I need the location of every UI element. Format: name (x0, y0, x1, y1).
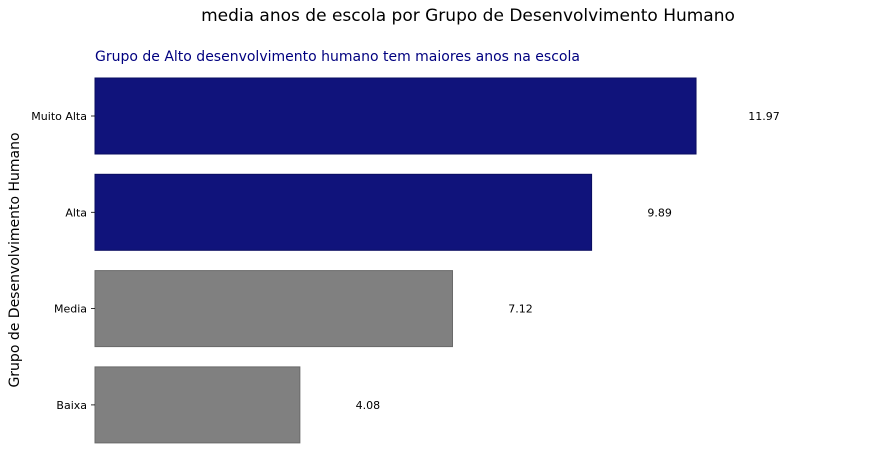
data-label: 11.97 (748, 110, 780, 123)
y-tick-label: Baixa (56, 399, 87, 412)
bars-group: Muito Alta 11.97 Alta 9.89 Media 7.12 Baixa 4.0… (31, 77, 780, 444)
bar-alta (94, 173, 593, 251)
y-tick-label: Alta (65, 206, 87, 219)
data-label: 4.08 (356, 399, 381, 412)
y-tick-label: Media (54, 303, 87, 316)
y-tick-label: Muito Alta (31, 110, 87, 123)
chart-title: media anos de escola por Grupo de Desenv… (201, 6, 735, 26)
chart-subtitle: Grupo de Alto desenvolvimento humano tem… (95, 49, 580, 65)
data-label: 7.12 (508, 303, 533, 316)
bar-muito-alta (94, 77, 697, 155)
y-axis-label: Grupo de Desenvolvimento Humano (7, 132, 23, 387)
bar-media (94, 270, 454, 348)
data-label: 9.89 (647, 206, 672, 219)
bar-baixa (94, 366, 301, 444)
